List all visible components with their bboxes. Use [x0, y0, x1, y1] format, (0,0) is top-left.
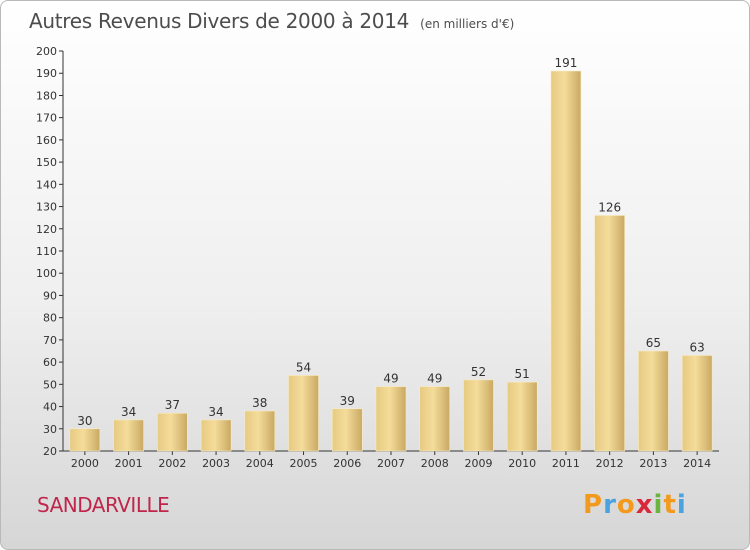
y-tick-label: 40 — [43, 401, 57, 414]
bar — [288, 375, 319, 452]
bar — [638, 350, 669, 452]
bar-value-label: 51 — [515, 367, 530, 381]
y-tick-label: 170 — [36, 112, 57, 125]
bar-value-label: 126 — [598, 200, 621, 214]
x-tick-label: 2008 — [421, 457, 449, 470]
x-tick-label: 2004 — [246, 457, 274, 470]
y-tick-label: 60 — [43, 356, 57, 369]
bar — [244, 410, 276, 452]
chart-title: Autres Revenus Divers de 2000 à 2014 — [29, 9, 410, 33]
y-tick-label: 150 — [36, 156, 57, 169]
y-tick-label: 140 — [36, 178, 57, 191]
bar-value-label: 191 — [554, 56, 577, 70]
y-tick-label: 110 — [36, 245, 57, 258]
bar-value-label: 37 — [165, 398, 180, 412]
bar — [419, 386, 451, 452]
y-tick-label: 160 — [36, 134, 57, 147]
bar — [113, 419, 144, 452]
bar-value-label: 63 — [689, 340, 704, 354]
x-tick-label: 2001 — [115, 457, 143, 470]
bar-value-label: 30 — [77, 414, 92, 428]
y-tick-label: 180 — [36, 89, 57, 102]
bar — [550, 70, 582, 452]
bar-value-label: 49 — [427, 372, 442, 386]
chart-unit: (en milliers d'€) — [420, 17, 515, 31]
bar-value-label: 52 — [471, 365, 486, 379]
x-tick-label: 2012 — [596, 457, 624, 470]
x-tick-label: 2000 — [71, 457, 99, 470]
commune-name: SANDARVILLE — [37, 493, 170, 517]
bar — [463, 379, 494, 452]
y-tick-label: 80 — [43, 312, 57, 325]
bar-value-label: 49 — [383, 372, 398, 386]
bar-value-label: 38 — [252, 396, 267, 410]
bar-value-label: 54 — [296, 360, 311, 374]
x-tick-label: 2011 — [552, 457, 580, 470]
x-tick-label: 2003 — [202, 457, 230, 470]
bar — [506, 381, 538, 452]
proxiti-logo: Proxiti — [583, 490, 687, 520]
y-tick-label: 20 — [43, 445, 57, 458]
bar — [69, 428, 101, 452]
chart-title-row: Autres Revenus Divers de 2000 à 2014 (en… — [29, 9, 514, 33]
bar — [594, 215, 625, 452]
bar-value-label: 34 — [121, 405, 136, 419]
bar-value-label: 65 — [646, 336, 661, 350]
x-tick-label: 2010 — [508, 457, 536, 470]
y-tick-label: 50 — [43, 378, 57, 391]
bar-value-label: 39 — [340, 394, 355, 408]
y-tick-label: 30 — [43, 423, 57, 436]
x-tick-label: 2006 — [333, 457, 361, 470]
x-tick-label: 2013 — [639, 457, 667, 470]
bar-value-label: 34 — [208, 405, 223, 419]
y-tick-label: 70 — [43, 334, 57, 347]
x-tick-label: 2009 — [464, 457, 492, 470]
bar — [157, 412, 188, 452]
x-tick-label: 2002 — [158, 457, 186, 470]
bar — [331, 408, 363, 452]
x-tick-label: 2007 — [377, 457, 405, 470]
y-tick-label: 200 — [36, 45, 57, 58]
y-tick-label: 100 — [36, 267, 57, 280]
bar — [681, 355, 713, 452]
x-tick-label: 2005 — [290, 457, 318, 470]
bar — [200, 419, 232, 452]
y-tick-label: 120 — [36, 223, 57, 236]
bar — [375, 386, 407, 452]
y-tick-label: 190 — [36, 67, 57, 80]
y-tick-label: 130 — [36, 201, 57, 214]
x-tick-label: 2014 — [683, 457, 711, 470]
y-tick-label: 90 — [43, 289, 57, 302]
